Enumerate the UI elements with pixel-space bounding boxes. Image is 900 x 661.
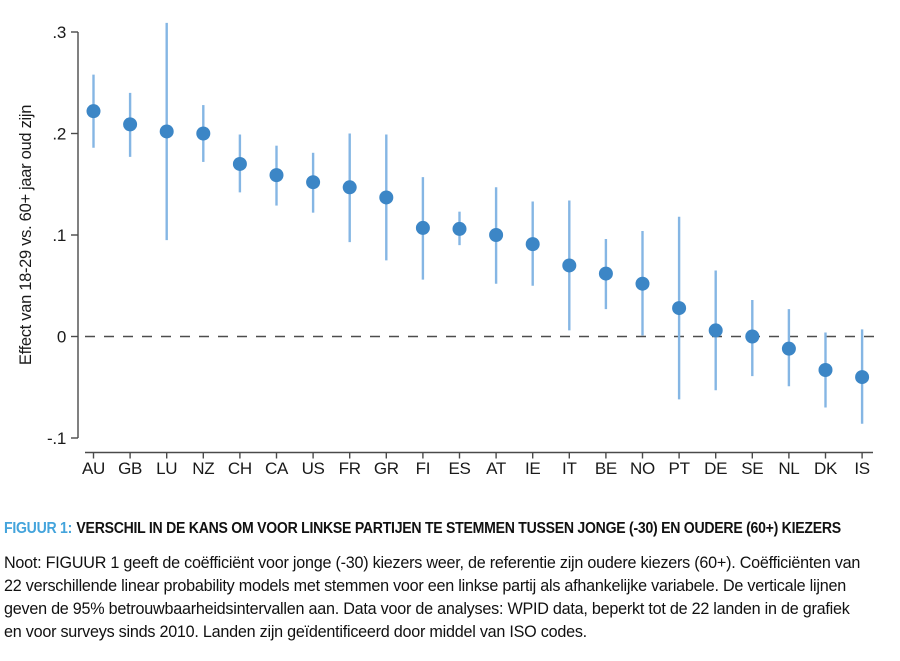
coef-point-US: [306, 175, 321, 190]
coef-point-CH: [232, 156, 247, 171]
figure-caption: FIGUUR 1: VERSCHIL IN DE KANS OM VOOR LIN…: [4, 520, 900, 538]
x-tick-label-GB: GB: [118, 459, 142, 478]
coef-point-AT: [489, 228, 504, 242]
x-tick-label-IE: IE: [525, 459, 540, 478]
x-tick-label-FR: FR: [339, 459, 361, 478]
x-tick-label-SE: SE: [741, 459, 763, 478]
coef-point-DK: [818, 362, 833, 377]
note-line: geven de 95% betrouwbaarheidsintervallen…: [4, 599, 850, 618]
coef-point-IE: [525, 237, 540, 252]
coef-point-PT: [672, 301, 687, 316]
note-line: 22 verschillende linear probability mode…: [4, 576, 846, 595]
coef-point-NL: [781, 341, 796, 356]
coef-point-IS: [855, 370, 870, 385]
figure-number-label: FIGUUR 1:: [4, 520, 73, 537]
y-tick-label: .2: [52, 125, 66, 144]
coef-point-ES: [452, 221, 467, 236]
note-line: en voor surveys sinds 2010. Landen zijn …: [4, 622, 587, 641]
x-tick-label-AU: AU: [82, 459, 105, 478]
x-tick-label-US: US: [302, 459, 325, 478]
note-line: Noot: FIGUUR 1 geeft de coëfficiënt voor…: [4, 553, 861, 572]
y-tick-label: .3: [52, 23, 66, 42]
coef-point-GB: [123, 117, 138, 132]
coef-point-BE: [598, 266, 613, 281]
x-tick-label-BE: BE: [595, 459, 617, 478]
coef-point-CA: [269, 168, 284, 183]
coef-point-LU: [159, 124, 174, 139]
coef-point-AU: [86, 104, 101, 119]
x-tick-label-NL: NL: [778, 459, 799, 478]
coef-point-FR: [342, 180, 357, 195]
y-tick-label: 0: [57, 328, 66, 347]
coef-point-IT: [562, 258, 577, 273]
figure-title: VERSCHIL IN DE KANS OM VOOR LINKSE PARTI…: [76, 520, 841, 537]
x-tick-label-CH: CH: [228, 459, 252, 478]
x-tick-label-PT: PT: [669, 459, 690, 478]
coef-point-NZ: [196, 126, 211, 141]
y-axis-title: Effect van 18-29 vs. 60+ jaar oud zijn: [17, 105, 35, 365]
x-tick-label-FI: FI: [416, 459, 431, 478]
x-tick-label-ES: ES: [448, 459, 470, 478]
coefficient-chart: .3 .2 .1 0 -.1 Effect van 18-29 vs. 60+ jaar …: [17, 22, 875, 478]
x-tick-label-IT: IT: [562, 459, 577, 478]
x-tick-label-DK: DK: [814, 459, 838, 478]
x-tick-label-DE: DE: [704, 459, 727, 478]
coef-point-GR: [379, 190, 394, 205]
coef-point-FI: [415, 220, 430, 235]
x-tick-label-LU: LU: [156, 459, 177, 478]
coef-point-DE: [708, 323, 723, 338]
x-tick-label-NZ: NZ: [192, 459, 214, 478]
x-tick-label-AT: AT: [486, 459, 506, 478]
x-tick-label-IS: IS: [854, 459, 869, 478]
y-tick-label: -.1: [47, 429, 66, 448]
figure-note: Noot: FIGUUR 1 geeft de coëfficiënt voor…: [4, 551, 900, 643]
x-tick-label-NO: NO: [630, 459, 655, 478]
x-tick-label-CA: CA: [265, 459, 289, 478]
coef-point-NO: [635, 276, 650, 291]
coef-point-SE: [745, 329, 760, 344]
x-tick-label-GR: GR: [374, 459, 399, 478]
y-tick-label: .1: [52, 226, 66, 245]
